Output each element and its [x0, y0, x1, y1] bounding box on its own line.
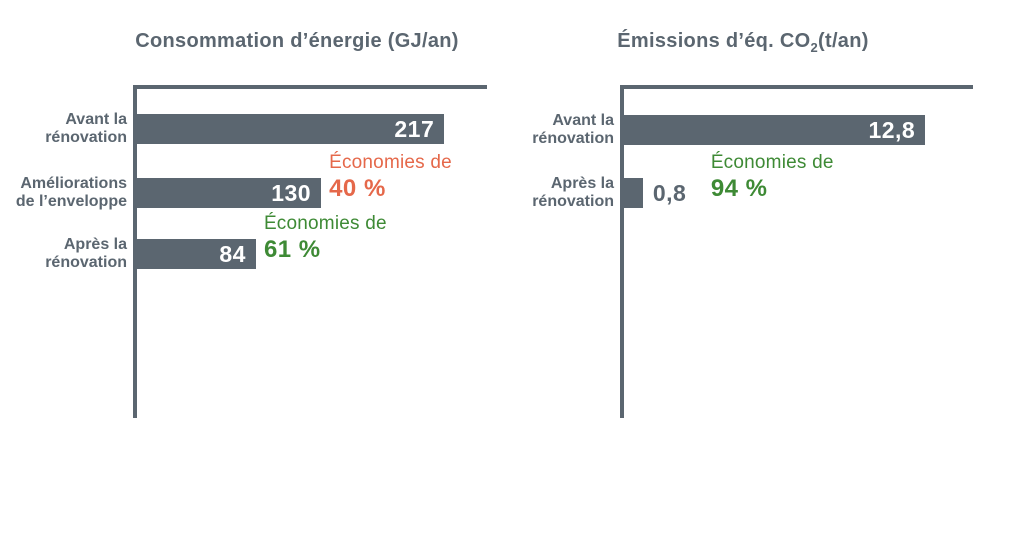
bar-value-label: 130	[271, 180, 312, 206]
y-axis-line	[133, 85, 137, 418]
bar-value-label: 217	[394, 116, 435, 142]
category-label: Après la rénovation	[414, 175, 614, 211]
x-axis-top-line	[133, 85, 487, 89]
savings-percent-label: 94 %	[710, 175, 768, 202]
category-label: Avant la rénovation	[0, 111, 127, 147]
category-label-line: de l’enveloppe	[15, 193, 127, 210]
chart-title-text: Émissions d’éq. CO	[617, 30, 811, 52]
category-label-line: Améliorations	[20, 175, 127, 192]
bar: 84	[137, 239, 256, 269]
category-label: Améliorations de l’enveloppe	[0, 175, 127, 211]
economies-de-label: Économies de	[710, 152, 834, 173]
category-label-line: Après la	[63, 236, 127, 253]
savings-annotation: Économies de 94 %	[711, 152, 931, 202]
x-axis-top-line	[620, 85, 973, 89]
economies-de-label: Économies de	[329, 152, 452, 173]
bar-value-label: 12,8	[868, 117, 916, 143]
chart-title-text: Consommation d’énergie (GJ/an)	[135, 30, 459, 52]
category-label-line: rénovation	[45, 129, 127, 146]
category-label-line: rénovation	[532, 193, 614, 210]
bar-value-label: 84	[219, 241, 246, 267]
category-label: Avant la rénovation	[414, 112, 614, 148]
y-axis-line	[620, 85, 624, 418]
chart-title: Émissions d’éq. CO2(t/an)	[543, 30, 943, 55]
bar: 217	[137, 114, 445, 144]
chart-title: Consommation d’énergie (GJ/an)	[97, 30, 497, 53]
savings-percent-label: 40 %	[329, 175, 386, 202]
category-label-line: Après la	[550, 175, 614, 192]
category-label-line: rénovation	[532, 130, 614, 147]
bar: 12,8	[624, 115, 926, 145]
chart-title-subscript: 2	[810, 40, 819, 55]
savings-percent-label: 61 %	[263, 236, 321, 263]
category-label: Après la rénovation	[0, 236, 127, 272]
bar-value-label: 0,8	[652, 180, 687, 206]
category-label-line: Avant la	[552, 112, 614, 129]
savings-annotation: Économies de 61 %	[264, 213, 484, 263]
economies-de-label: Économies de	[263, 213, 387, 234]
bar	[624, 178, 643, 208]
chart-title-unit: (t/an)	[818, 30, 869, 52]
savings-annotation: Économies de 40 %	[329, 152, 549, 202]
bar: 130	[137, 178, 322, 208]
category-label-line: rénovation	[45, 254, 127, 271]
category-label-line: Avant la	[65, 111, 127, 128]
